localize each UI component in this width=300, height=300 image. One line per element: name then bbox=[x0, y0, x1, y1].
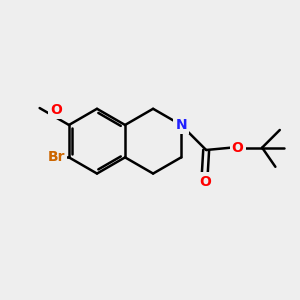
Text: Br: Br bbox=[48, 150, 65, 164]
Text: N: N bbox=[175, 118, 187, 132]
Text: O: O bbox=[232, 141, 244, 154]
Text: O: O bbox=[199, 175, 211, 188]
Text: O: O bbox=[50, 103, 62, 116]
